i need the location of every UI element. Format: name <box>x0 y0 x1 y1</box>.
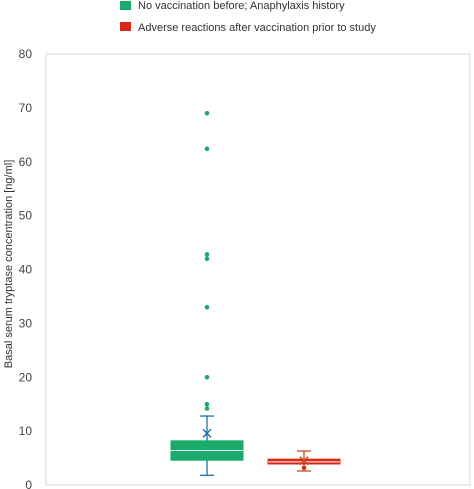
y-tick-label-80: 80 <box>19 47 33 61</box>
mean-marker-b <box>202 428 212 438</box>
legend-label-series-0: No vaccination before; Anaphylaxis histo… <box>138 0 345 12</box>
mean-marker-b <box>299 456 309 466</box>
legend-swatch-series-0 <box>120 1 131 10</box>
box-series-1 <box>267 450 341 472</box>
outlier-point-4 <box>204 256 210 262</box>
y-tick-label-30: 30 <box>19 316 33 330</box>
outlier-point-3 <box>204 304 210 310</box>
outlier-point-2 <box>204 374 210 380</box>
plot-area-frame <box>45 53 471 486</box>
y-tick-label-60: 60 <box>19 155 33 169</box>
box-series-0 <box>170 110 244 476</box>
y-tick-label-70: 70 <box>19 101 33 115</box>
outlier-point-0 <box>301 465 307 471</box>
outlier-point-6 <box>204 146 210 152</box>
y-tick-label-20: 20 <box>19 370 33 384</box>
legend-label-series-1: Adverse reactions after vaccination prio… <box>138 22 376 34</box>
outlier-point-5 <box>204 252 210 257</box>
outlier-point-1 <box>204 401 210 407</box>
boxes-layer <box>170 110 341 476</box>
y-tick-label-40: 40 <box>19 263 33 277</box>
outlier-point-0 <box>204 406 210 411</box>
outlier-point-7 <box>204 110 210 116</box>
legend: No vaccination before; Anaphylaxis histo… <box>120 0 376 34</box>
y-axis-title: Basal serum tryptase concentration [ng/m… <box>3 160 15 368</box>
y-tick-label-10: 10 <box>19 424 33 438</box>
y-tick-label-50: 50 <box>19 209 33 223</box>
legend-swatch-series-1 <box>120 22 131 31</box>
y-tick-label-0: 0 <box>25 478 32 489</box>
y-axis-ticks: 0 10 20 30 40 50 60 70 80 <box>19 47 33 489</box>
